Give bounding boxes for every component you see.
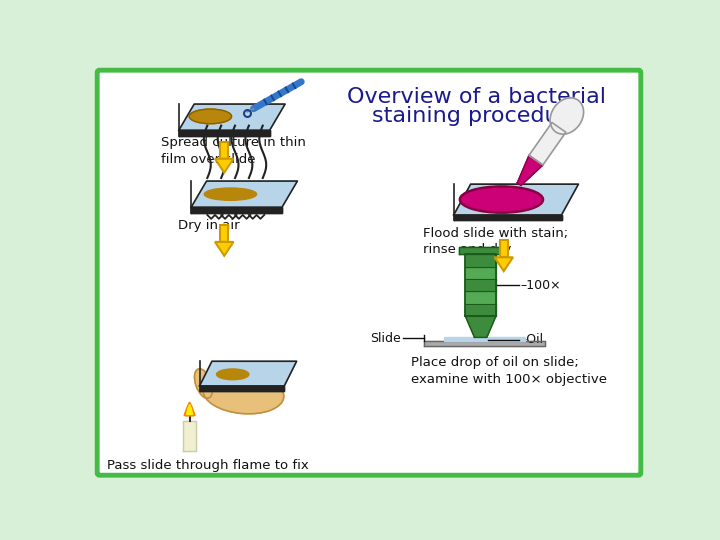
Ellipse shape xyxy=(203,373,284,414)
Polygon shape xyxy=(465,291,496,303)
Polygon shape xyxy=(191,207,282,213)
Polygon shape xyxy=(454,184,578,215)
Polygon shape xyxy=(184,421,196,451)
Polygon shape xyxy=(465,279,496,291)
Text: staining procedure: staining procedure xyxy=(372,106,581,126)
Polygon shape xyxy=(465,267,496,279)
Polygon shape xyxy=(184,402,195,416)
Polygon shape xyxy=(220,225,228,242)
Text: Flood slide with stain;
rinse and dry: Flood slide with stain; rinse and dry xyxy=(423,226,568,256)
Polygon shape xyxy=(191,181,297,207)
Polygon shape xyxy=(517,156,543,185)
FancyBboxPatch shape xyxy=(97,70,641,475)
Polygon shape xyxy=(465,316,496,338)
Ellipse shape xyxy=(217,369,249,380)
Polygon shape xyxy=(215,242,233,256)
Text: Pass slide through flame to fix: Pass slide through flame to fix xyxy=(107,459,309,472)
Polygon shape xyxy=(495,257,513,271)
Ellipse shape xyxy=(230,363,240,385)
Ellipse shape xyxy=(251,363,262,385)
Polygon shape xyxy=(465,303,496,316)
Polygon shape xyxy=(529,123,566,165)
Polygon shape xyxy=(199,386,284,391)
Text: –Oil: –Oil xyxy=(521,333,544,346)
Polygon shape xyxy=(500,240,508,257)
Ellipse shape xyxy=(460,186,543,213)
Polygon shape xyxy=(444,338,525,341)
Polygon shape xyxy=(215,159,233,173)
Text: Overview of a bacterial: Overview of a bacterial xyxy=(347,87,606,107)
Polygon shape xyxy=(186,404,193,414)
Polygon shape xyxy=(465,254,496,267)
Ellipse shape xyxy=(204,188,256,200)
Text: Spread culture in thin
film over slide: Spread culture in thin film over slide xyxy=(161,137,306,166)
Polygon shape xyxy=(220,142,228,159)
Polygon shape xyxy=(199,361,297,386)
Text: Dry in air: Dry in air xyxy=(178,219,240,232)
Polygon shape xyxy=(179,104,285,130)
Polygon shape xyxy=(179,130,270,136)
Ellipse shape xyxy=(550,98,584,134)
Text: Place drop of oil on slide;
examine with 100× objective: Place drop of oil on slide; examine with… xyxy=(411,356,608,386)
Text: Slide: Slide xyxy=(371,332,401,345)
Ellipse shape xyxy=(194,369,212,399)
Polygon shape xyxy=(459,247,503,254)
Ellipse shape xyxy=(240,363,251,385)
Ellipse shape xyxy=(262,363,274,385)
Text: –100×: –100× xyxy=(521,279,562,292)
Polygon shape xyxy=(425,341,544,346)
Polygon shape xyxy=(454,215,562,220)
Ellipse shape xyxy=(189,109,232,124)
